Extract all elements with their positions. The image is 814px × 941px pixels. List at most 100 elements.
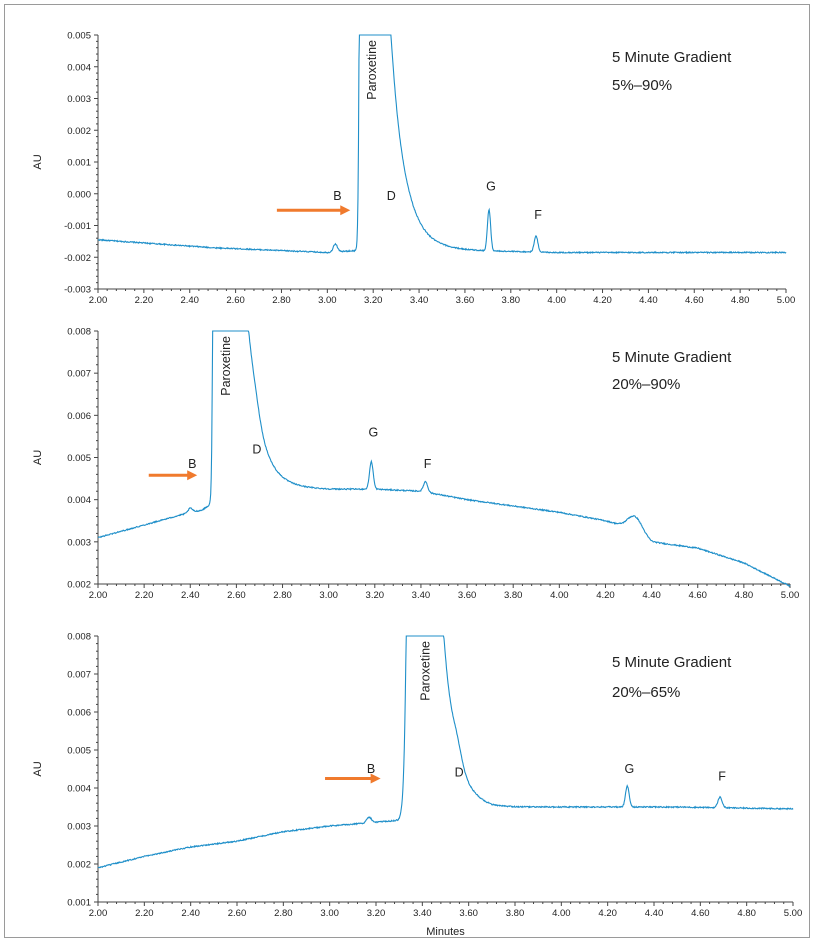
y-tick-label: -0.003: [64, 285, 91, 296]
gradient-annotation-title: 5 Minute Gradient: [612, 654, 732, 671]
y-tick-label: 0.007: [67, 369, 91, 380]
x-tick-label: 2.00: [89, 590, 108, 601]
chromatogram-trace: [97, 34, 787, 255]
y-tick-label: 0.004: [67, 495, 91, 506]
x-tick-label: 3.40: [412, 590, 431, 601]
chromatogram-panel-1: -0.003 -0.002 -0.001 0.000 0.001 0.002 0.003 0.…: [32, 31, 795, 307]
y-axis-label: AU: [32, 154, 44, 169]
y-tick-label: 0.004: [67, 62, 91, 73]
x-tick-label: 5.00: [777, 295, 796, 306]
x-tick-label: 3.20: [366, 590, 385, 601]
x-tick-label: 4.00: [547, 295, 566, 306]
x-tick-label: 4.60: [685, 295, 704, 306]
peak-label-G: G: [368, 425, 378, 439]
x-tick-label: 3.60: [459, 908, 478, 919]
x-tick-label: 4.60: [688, 590, 707, 601]
y-tick-label: 0.001: [67, 158, 91, 169]
x-tick-label: 4.20: [596, 590, 615, 601]
gradient-annotation-title: 5 Minute Gradient: [612, 49, 732, 66]
y-tick-label: 0.005: [67, 746, 91, 757]
peak-label-D: D: [455, 766, 464, 780]
x-tick-label: 4.20: [598, 908, 617, 919]
chromatogram-panel-2: 0.002 0.003 0.004 0.005 0.006 0.007 0.008 2.00 2…: [32, 327, 799, 602]
peak-label-G: G: [624, 762, 634, 776]
x-tick-label: 2.00: [89, 908, 108, 919]
x-tick-label: 4.80: [731, 295, 750, 306]
x-tick-label: 3.80: [506, 908, 525, 919]
y-tick-label: 0.001: [67, 898, 91, 909]
y-tick-label: 0.006: [67, 708, 91, 719]
x-tick-label: 3.40: [410, 295, 429, 306]
y-tick-label: 0.002: [67, 860, 91, 871]
y-tick-label: 0.003: [67, 822, 91, 833]
y-tick-label: 0.008: [67, 327, 91, 338]
x-tick-label: 3.20: [367, 908, 386, 919]
x-tick-label: 2.20: [135, 590, 154, 601]
x-tick-label: 4.20: [593, 295, 612, 306]
x-tick-label: 3.00: [318, 295, 337, 306]
y-tick-label: -0.002: [64, 253, 91, 264]
x-tick-label: 3.60: [456, 295, 475, 306]
gradient-annotation-range: 5%–90%: [612, 77, 672, 94]
x-tick-label: 2.60: [228, 908, 247, 919]
x-tick-label: 3.00: [319, 590, 338, 601]
x-tick-label: 2.40: [181, 908, 200, 919]
x-axis-label: Minutes: [426, 926, 465, 938]
peak-label-B: B: [333, 189, 341, 203]
peak-label-F: F: [534, 208, 542, 222]
y-tick-label: 0.004: [67, 784, 91, 795]
x-tick-label: 3.00: [320, 908, 339, 919]
x-tick-label: 3.80: [502, 295, 521, 306]
x-tick-label: 2.20: [135, 295, 154, 306]
y-tick-label: 0.003: [67, 94, 91, 105]
peak-label-F: F: [424, 457, 432, 471]
arrow-head: [187, 470, 198, 481]
peak-label-F: F: [718, 769, 726, 783]
peak-label-B: B: [367, 762, 375, 776]
x-tick-label: 4.00: [552, 908, 571, 919]
y-axis-label: AU: [32, 761, 44, 776]
x-tick-label: 3.20: [364, 295, 383, 306]
x-tick-label: 5.00: [781, 590, 800, 601]
y-tick-label: 0.000: [67, 189, 91, 200]
x-tick-label: 2.80: [274, 908, 293, 919]
peak-label-D: D: [252, 442, 261, 456]
main-peak-label: Paroxetine: [419, 641, 433, 701]
gradient-annotation-range: 20%–65%: [612, 684, 680, 701]
main-peak-label: Paroxetine: [219, 336, 233, 396]
y-tick-label: 0.002: [67, 126, 91, 137]
x-tick-label: 4.80: [737, 908, 756, 919]
x-tick-label: 2.60: [226, 295, 245, 306]
x-tick-label: 4.40: [642, 590, 661, 601]
main-peak-label: Paroxetine: [365, 40, 379, 100]
x-tick-label: 3.40: [413, 908, 432, 919]
x-tick-label: 2.00: [89, 295, 108, 306]
y-tick-label: -0.001: [64, 221, 91, 232]
x-tick-label: 2.80: [272, 295, 291, 306]
y-tick-label: 0.007: [67, 670, 91, 681]
x-tick-label: 5.00: [784, 908, 803, 919]
peak-label-B: B: [188, 457, 196, 471]
x-tick-label: 3.60: [458, 590, 477, 601]
arrow-head: [340, 205, 351, 216]
x-tick-label: 2.40: [181, 590, 200, 601]
x-tick-label: 2.20: [135, 908, 154, 919]
figure-border: [4, 4, 810, 938]
y-tick-label: 0.008: [67, 632, 91, 643]
x-tick-label: 4.60: [691, 908, 710, 919]
y-tick-label: 0.005: [67, 453, 91, 464]
x-tick-label: 2.40: [180, 295, 199, 306]
x-tick-label: 2.80: [273, 590, 292, 601]
chromatogram-panel-3: 0.001 0.002 0.003 0.004 0.005 0.006 0.007 0.008…: [32, 632, 802, 939]
x-tick-label: 4.40: [645, 908, 664, 919]
x-tick-label: 3.80: [504, 590, 523, 601]
gradient-annotation-range: 20%–90%: [612, 376, 680, 393]
y-axis-label: AU: [32, 450, 44, 465]
y-tick-label: 0.006: [67, 411, 91, 422]
y-tick-label: 0.005: [67, 31, 91, 42]
x-tick-label: 2.60: [227, 590, 246, 601]
x-tick-label: 4.00: [550, 590, 569, 601]
chromatogram-trace: [97, 635, 794, 869]
